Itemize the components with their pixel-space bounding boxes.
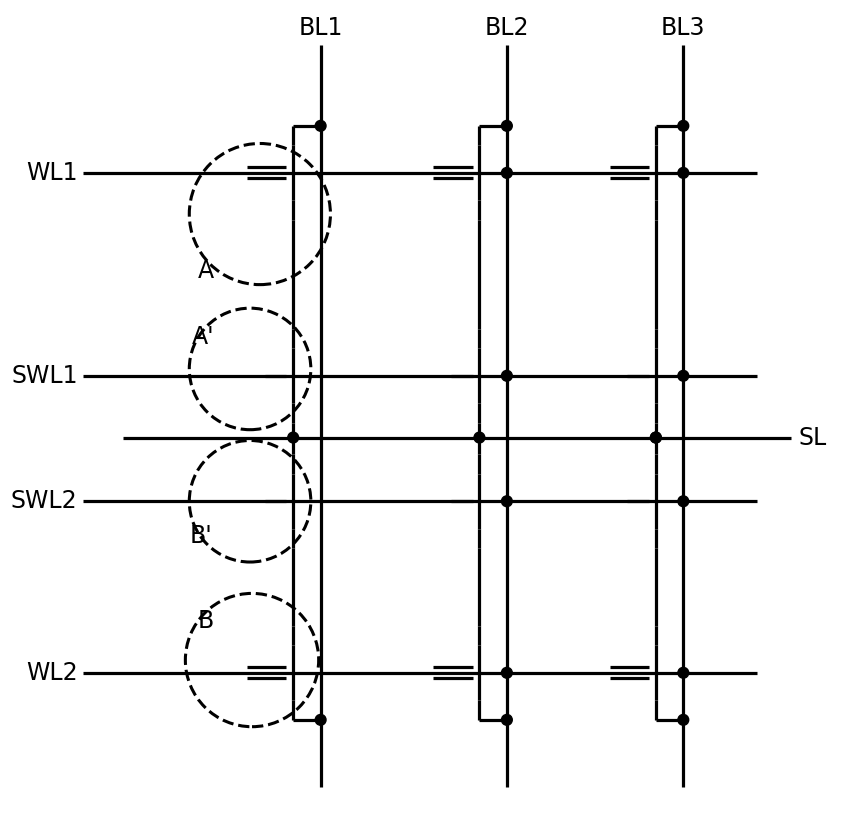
Circle shape xyxy=(650,432,662,443)
Circle shape xyxy=(678,496,689,506)
Circle shape xyxy=(678,120,689,131)
Circle shape xyxy=(501,667,512,678)
Circle shape xyxy=(315,715,326,725)
Circle shape xyxy=(501,168,512,178)
Circle shape xyxy=(678,370,689,381)
Circle shape xyxy=(288,432,299,443)
Circle shape xyxy=(678,715,689,725)
Circle shape xyxy=(315,120,326,131)
Circle shape xyxy=(501,120,512,131)
Circle shape xyxy=(501,370,512,381)
Text: WL1: WL1 xyxy=(26,161,78,185)
Text: B: B xyxy=(198,609,214,632)
Text: SWL1: SWL1 xyxy=(11,364,78,388)
Text: A': A' xyxy=(191,325,214,349)
Circle shape xyxy=(501,715,512,725)
Text: A: A xyxy=(198,259,214,283)
Text: BL2: BL2 xyxy=(484,16,529,40)
Text: SL: SL xyxy=(799,426,828,450)
Circle shape xyxy=(474,432,484,443)
Text: B': B' xyxy=(190,524,213,548)
Circle shape xyxy=(678,667,689,678)
Circle shape xyxy=(678,168,689,178)
Text: BL3: BL3 xyxy=(661,16,706,40)
Circle shape xyxy=(501,496,512,506)
Text: WL2: WL2 xyxy=(26,661,78,685)
Text: BL1: BL1 xyxy=(298,16,343,40)
Circle shape xyxy=(650,432,662,443)
Text: SWL2: SWL2 xyxy=(11,489,78,513)
